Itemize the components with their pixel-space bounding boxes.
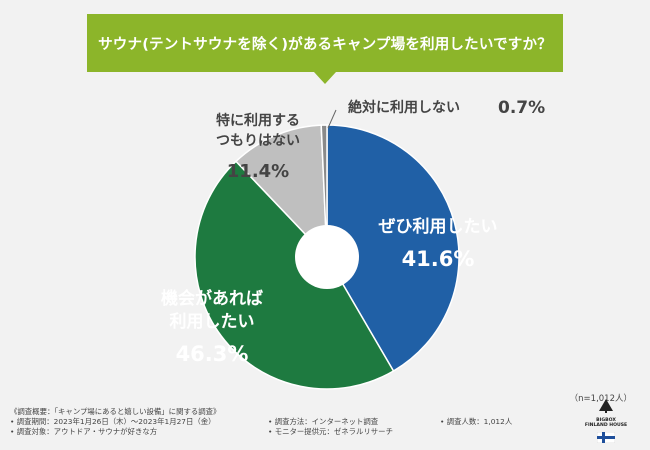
chart-title: サウナ(テントサウナを除く)があるキャンプ場を利用したいですか？ [87,14,563,72]
footer-target: • 調査対象：アウトドア・サウナが好きな方 [10,427,158,436]
sample-size: （n=1,012人） [569,394,632,404]
tree-icon [599,399,613,413]
title-pointer [314,72,336,84]
slice-value-4: 0.7% [498,98,545,118]
logo-line-2: FINLAND HOUSE [584,423,628,428]
finland-flag-icon [596,431,616,444]
slice-value-3: 11.4% [227,161,289,182]
slice-value-2: 46.3% [176,342,249,366]
slice-label-2a: 機会があれば [161,288,263,309]
logo-line-1: BIGBOX [596,418,616,423]
slice-label-2b: 利用したい [170,311,255,332]
slice-label-1: ぜひ利用したい [379,216,498,237]
footer-overview: 《調査概要：「キャンプ場にあると嬉しい設備」に関する調査》 [10,407,221,416]
pie-slice-4 [320,124,328,258]
pie-slice-2 [194,160,395,390]
slice-label-3b: つもりはない [216,133,300,149]
brand-logo: BIGBOX FINLAND HOUSE [584,398,628,447]
pie-slice-1 [326,124,460,373]
slice-value-1: 41.6% [402,247,475,271]
slice-label-4: 絶対に利用しない [348,99,460,116]
leader-line [327,109,337,129]
donut-hole [295,225,359,289]
footer-count: • 調査人数：1,012人 [440,417,513,426]
slice-label-3a: 特に利用する [216,112,300,129]
footer-period: • 調査期間：2023年1月26日（木）～2023年1月27日（金） [10,417,216,426]
footer-provider: • モニター提供元：ゼネラルリサーチ [268,427,393,436]
pie-slice-3 [234,124,328,259]
footer-method: • 調査方法：インターネット調査 [268,417,379,426]
chart-title-text: サウナ(テントサウナを除く)があるキャンプ場を利用したいですか？ [98,36,552,53]
